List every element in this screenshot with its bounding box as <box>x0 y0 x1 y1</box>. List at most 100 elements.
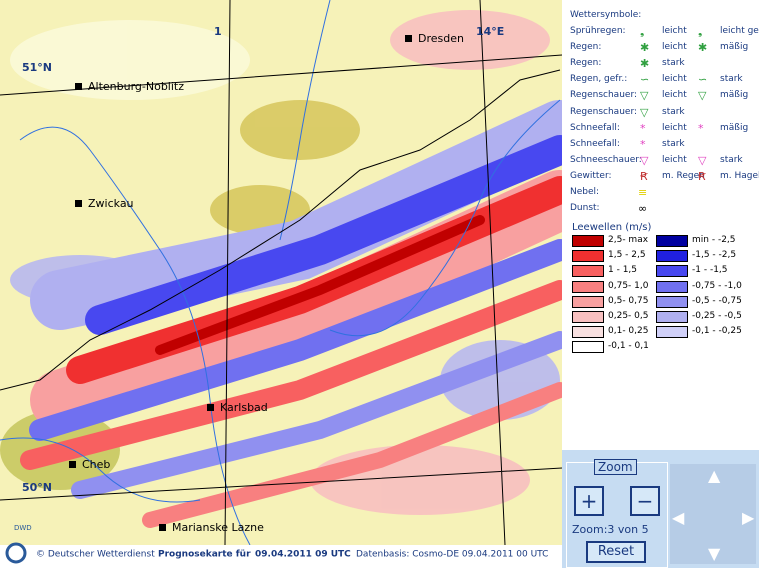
footer-bg <box>0 545 562 568</box>
lee-label: -0,1 - 0,1 <box>608 341 649 352</box>
symbol-icon: Ꞧ <box>698 169 706 183</box>
symbol-label: m. Regen <box>662 170 705 181</box>
symbol-icon: ∞ <box>638 202 648 216</box>
map: 51°N 50°N 14°E 1 Dresden Altenburg-Noblit… <box>0 0 562 568</box>
symbol-label: stark <box>720 74 743 85</box>
lee-label: 1 - 1,5 <box>608 265 638 276</box>
lee-label: -0,75 - -1,0 <box>692 280 742 291</box>
symbol-group: Regenschauer: <box>570 90 638 101</box>
zoom-panel: Zoom + − Zoom:3 von 5 Reset ▲ ▼ ◀ ▶ <box>562 450 759 568</box>
lee-label: min - -2,5 <box>692 235 736 245</box>
forecast-label: Prognosekarte für <box>158 550 251 560</box>
symbol-label: leicht <box>662 154 687 165</box>
coord-labels: 51°N 50°N 14°E 1 <box>22 25 504 494</box>
city-marker <box>75 200 82 207</box>
symbol-group: Gewitter: <box>570 170 612 181</box>
lee-swatch <box>656 295 688 308</box>
symbol-icon: ✱ <box>698 41 708 55</box>
zoom-level: 3 von 5 <box>607 523 649 536</box>
symbol-icon: ❟ <box>640 25 645 38</box>
zoom-label: Zoom: <box>572 523 608 536</box>
lee-swatch <box>656 235 688 247</box>
symbol-icon: ∽ <box>698 73 708 87</box>
lee-label: -1,5 - -2,5 <box>692 250 737 261</box>
pan-up[interactable]: ▲ <box>708 466 721 485</box>
lee-swatch <box>656 280 688 293</box>
city-marker <box>159 524 166 531</box>
data-base: Datenbasis: Cosmo-DE 09.04.2011 00 UTC <box>356 550 548 560</box>
lee-label: -0,5 - -0,75 <box>692 295 742 306</box>
city-label: Cheb <box>82 458 110 471</box>
symbol-label: leicht <box>662 42 687 53</box>
coord-label: 14°E <box>476 25 504 38</box>
symbol-icon: ▽ <box>640 153 649 167</box>
symbol-group: Regen: <box>570 42 602 53</box>
city-marker <box>207 404 214 411</box>
symbol-group: Schneefall: <box>570 122 620 133</box>
lee-swatch <box>656 326 688 339</box>
coord-label: 1 <box>214 25 222 38</box>
symbol-label: leicht <box>662 74 687 85</box>
lee-swatch <box>572 250 604 263</box>
symbol-label: stark <box>720 154 743 165</box>
symbol-group: Regenschauer: <box>570 106 638 117</box>
lee-label: 0,1- 0,25 <box>608 326 649 337</box>
pan-right[interactable]: ▶ <box>742 508 755 527</box>
symbol-icon: ∽ <box>640 73 650 87</box>
symbol-label: leicht <box>662 90 687 101</box>
symbol-group: Regen, gefr.: <box>570 74 628 85</box>
zoom-status: Zoom:3 von 5 <box>572 523 649 536</box>
symbol-label: m. Hagel <box>720 170 759 181</box>
symbol-icon: ▽ <box>698 153 707 167</box>
symbol-label: stark <box>662 58 685 69</box>
cities: Dresden Altenburg-Noblitz Zwickau Karlsbad C… <box>69 32 464 534</box>
lee-swatch <box>656 265 688 278</box>
reset-button[interactable]: Reset <box>586 541 646 563</box>
lee-swatch <box>572 265 604 278</box>
lee-label: 0,5- 0,75 <box>608 295 649 306</box>
city-label: Karlsbad <box>220 401 268 414</box>
symbol-group: Schneefall: <box>570 138 620 149</box>
symbol-icon: ✱ <box>640 57 650 71</box>
pan-left[interactable]: ◀ <box>672 508 685 527</box>
lee-label: -0,1 - -0,25 <box>692 326 742 337</box>
pan-pad: ▲ ▼ ◀ ▶ <box>670 464 756 564</box>
symbol-group: Regen: <box>570 58 602 69</box>
city-marker <box>75 83 82 90</box>
zoom-in[interactable]: + <box>574 486 604 516</box>
symbol-icon: * <box>698 121 704 135</box>
lee-swatch <box>656 311 688 323</box>
symbol-label: stark <box>662 138 685 149</box>
symbol-label: mäßig <box>720 42 749 53</box>
symbol-icon: * <box>640 121 646 135</box>
symbol-group: Schneeschauer: <box>570 154 642 165</box>
rivers <box>0 0 561 546</box>
lee-swatch <box>572 280 604 293</box>
lee-label: 0,25- 0,5 <box>608 311 649 321</box>
city-label: Marianske Lazne <box>172 521 264 534</box>
copyright: © Deutscher Wetterdienst <box>36 550 155 560</box>
logo-text: DWD <box>14 524 32 532</box>
forecast-time: 09.04.2011 09 UTC <box>255 550 351 560</box>
lee-title: Leewellen (m/s) <box>572 222 652 233</box>
city-label: Dresden <box>418 32 464 45</box>
lee-label: 1,5 - 2,5 <box>608 250 646 261</box>
coord-label: 50°N <box>22 481 52 494</box>
symbol-icon: ▽ <box>698 89 707 103</box>
symbol-label: mäßig <box>720 122 749 133</box>
symbol-label: leicht <box>662 122 687 133</box>
symbol-label: leicht <box>662 26 687 36</box>
lee-swatch <box>572 326 604 339</box>
city-label: Altenburg-Noblitz <box>88 80 184 93</box>
city-marker <box>405 35 412 42</box>
lee-swatch <box>656 250 688 263</box>
coord-label: 51°N <box>22 61 52 74</box>
lee-swatch <box>572 311 604 323</box>
lee-swatch <box>572 295 604 308</box>
symbol-icon: ▽ <box>640 89 649 103</box>
pan-down[interactable]: ▼ <box>708 544 721 563</box>
zoom-out[interactable]: − <box>630 486 660 516</box>
symbol-icon: Ꞧ <box>640 169 648 183</box>
symbol-group: Nebel: <box>570 187 600 197</box>
lee-label: 2,5- max <box>608 235 649 245</box>
